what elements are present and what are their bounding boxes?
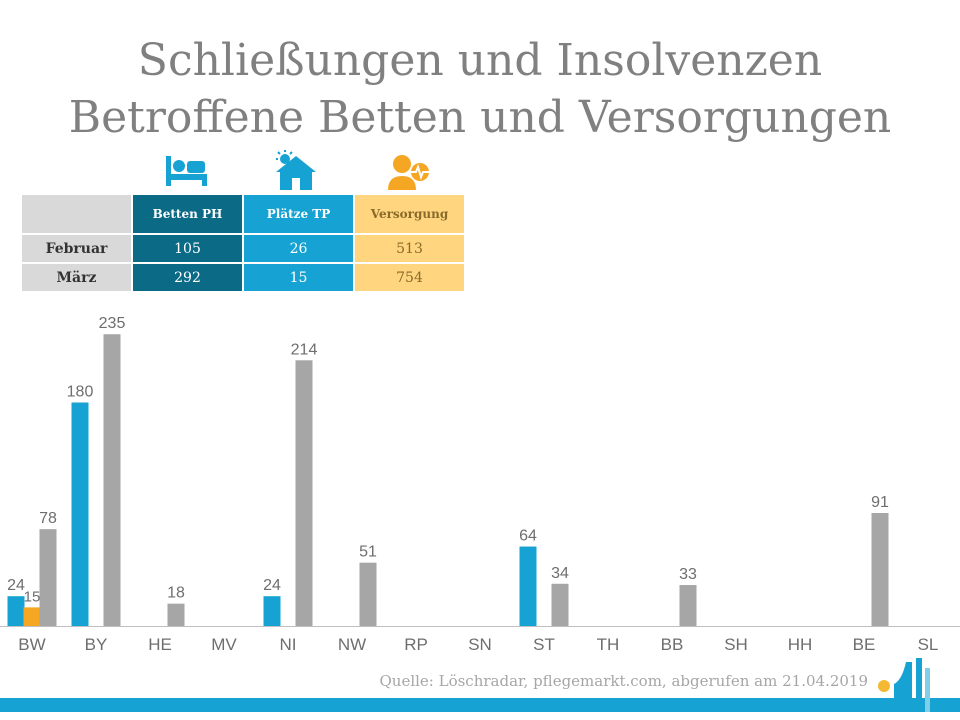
summary-table: Betten PH Plätze TP Versorgung Februar 1… xyxy=(20,193,466,293)
bar-bw-orange xyxy=(23,607,41,626)
cell-betten: 105 xyxy=(133,235,242,262)
x-tick-label: MV xyxy=(211,635,237,654)
x-tick-label: SN xyxy=(468,635,492,654)
chart-title-line-2: Betroffene Betten und Versorgungen xyxy=(68,92,892,143)
data-label-nw-gray: 51 xyxy=(359,544,377,561)
data-label-bw-blue: 24 xyxy=(7,577,25,594)
data-label-be-gray: 91 xyxy=(871,494,889,511)
data-label-he-gray: 18 xyxy=(167,585,185,602)
data-label-bw-gray: 78 xyxy=(39,510,57,527)
chart-title-line-1: Schließungen und Insolvenzen xyxy=(137,35,823,86)
cell-versorgung: 754 xyxy=(355,264,464,291)
cell-plaetze: 15 xyxy=(244,264,353,291)
bar-be-gray xyxy=(871,513,889,626)
bar-he-gray xyxy=(167,603,185,626)
person-heartbeat-icon xyxy=(388,155,429,190)
table-header-betten: Betten PH xyxy=(133,195,242,233)
data-label-by-gray: 235 xyxy=(99,315,126,332)
x-tick-label: TH xyxy=(597,635,620,654)
x-tick-label: BB xyxy=(661,635,684,654)
x-tick-label: SH xyxy=(724,635,748,654)
row-label: März xyxy=(22,264,131,291)
cell-versorgung: 513 xyxy=(355,235,464,262)
x-tick-label: BW xyxy=(18,635,45,654)
bar-st-blue xyxy=(519,546,537,626)
bar-bb-gray xyxy=(679,585,697,626)
bar-by-blue xyxy=(71,402,89,626)
x-tick-label: ST xyxy=(533,635,555,654)
cell-betten: 292 xyxy=(133,264,242,291)
bar-by-gray xyxy=(103,334,121,626)
x-tick-label: NW xyxy=(338,635,366,654)
x-tick-label: HE xyxy=(148,635,172,654)
x-tick-label: HH xyxy=(788,635,813,654)
table-row: Februar 105 26 513 xyxy=(22,235,464,262)
table-header-versorgung: Versorgung xyxy=(355,195,464,233)
data-label-st-gray: 34 xyxy=(551,565,569,582)
data-label-by-blue: 180 xyxy=(67,384,94,401)
data-label-bb-gray: 33 xyxy=(679,566,697,583)
data-label-bw-orange: 15 xyxy=(24,588,41,605)
house-sun-icon xyxy=(276,150,316,190)
table-header-empty xyxy=(22,195,131,233)
data-label-st-blue: 64 xyxy=(519,528,537,545)
brand-logo-icon xyxy=(878,658,930,712)
x-tick-label: RP xyxy=(404,635,428,654)
data-label-ni-gray: 214 xyxy=(291,341,318,358)
footer-bar xyxy=(0,698,960,712)
x-tick-label: BY xyxy=(85,635,108,654)
table-header-row: Betten PH Plätze TP Versorgung xyxy=(22,195,464,233)
table-header-plaetze: Plätze TP xyxy=(244,195,353,233)
bar-bw-gray xyxy=(39,529,57,626)
table-row: März 292 15 754 xyxy=(22,264,464,291)
row-label: Februar xyxy=(22,235,131,262)
bed-icon xyxy=(166,156,207,186)
data-label-ni-blue: 24 xyxy=(263,577,281,594)
x-tick-label: SL xyxy=(918,635,939,654)
bar-nw-gray xyxy=(359,562,377,626)
bar-ni-blue xyxy=(263,596,281,626)
source-note: Quelle: Löschradar, pflegemarkt.com, abg… xyxy=(379,672,868,690)
cell-plaetze: 26 xyxy=(244,235,353,262)
bar-ni-gray xyxy=(295,360,313,626)
bar-bw-blue xyxy=(7,596,25,626)
bar-st-gray xyxy=(551,583,569,626)
x-tick-label: NI xyxy=(280,635,297,654)
x-tick-label: BE xyxy=(853,635,876,654)
